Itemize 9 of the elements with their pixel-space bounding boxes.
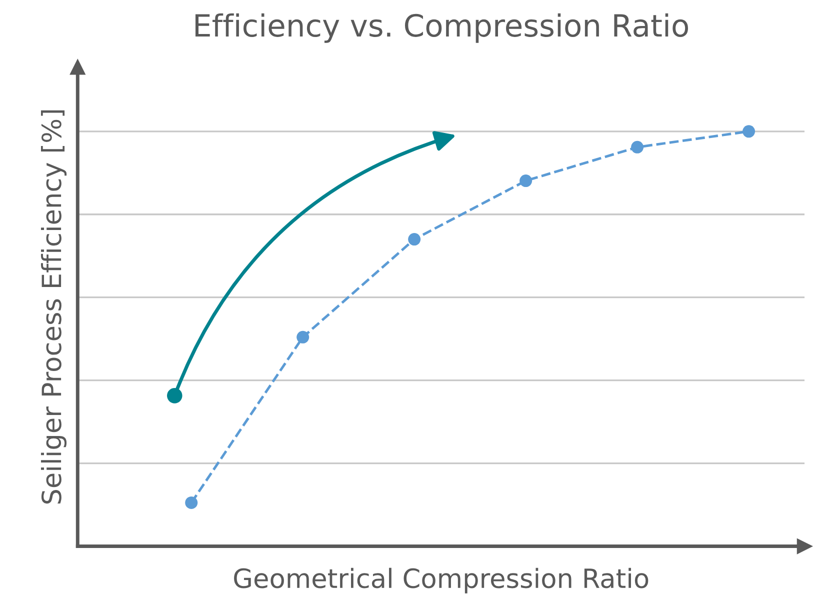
point [185,496,198,509]
point [408,233,421,246]
point [520,174,532,188]
y-axis-title: Seiliger Process Efficiency [%] [40,110,67,504]
x-axis-title: Geometrical Compression Ratio [234,568,648,594]
chart-title: Efficiency vs. Compression Ratio [195,13,688,43]
point [631,140,644,154]
point [296,330,310,344]
point [742,125,756,138]
